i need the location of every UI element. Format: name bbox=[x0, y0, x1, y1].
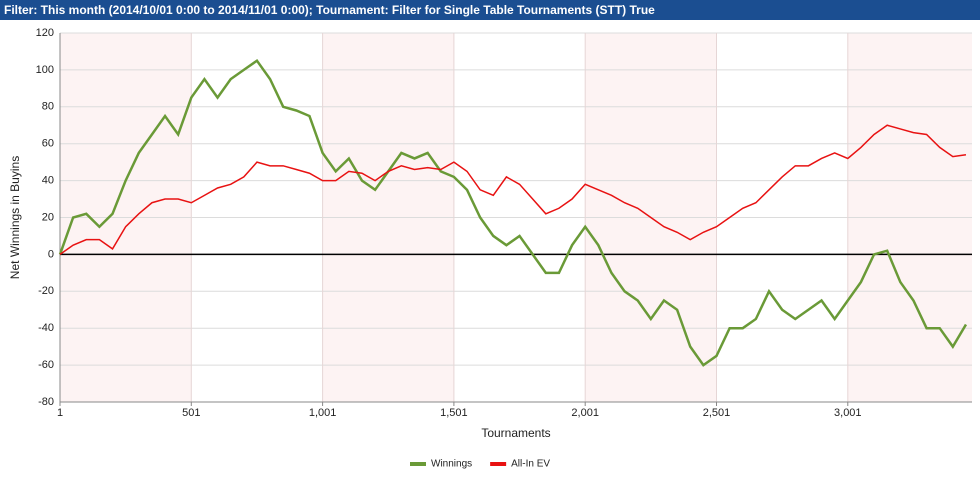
y-tick-label: 80 bbox=[42, 101, 54, 113]
legend-swatch bbox=[410, 462, 426, 466]
x-tick-label: 2,001 bbox=[571, 407, 599, 419]
legend-label: All-In EV bbox=[511, 459, 550, 470]
series-line bbox=[59, 124, 967, 256]
x-tick-label: 501 bbox=[182, 407, 200, 419]
series-line bbox=[58, 58, 968, 367]
y-tick-label: -60 bbox=[38, 359, 54, 371]
x-tick-label: 1 bbox=[57, 407, 63, 419]
x-tick-label: 3,001 bbox=[834, 407, 862, 419]
legend-label: Winnings bbox=[431, 459, 472, 470]
y-tick-label: 120 bbox=[36, 27, 54, 39]
filter-bar: Filter: This month (2014/10/01 0:00 to 2… bbox=[0, 0, 980, 20]
y-tick-label: 0 bbox=[48, 248, 54, 260]
chart: -80 -60 -40 -20 0 20 40 60 80 100 120 1 501 1,001 1,50… bbox=[8, 27, 972, 470]
y-tick-label: -20 bbox=[38, 285, 54, 297]
y-tick-label: 100 bbox=[36, 64, 54, 76]
legend-swatch bbox=[490, 462, 507, 466]
y-tick-label: 20 bbox=[42, 211, 54, 223]
x-tick-label: 2,501 bbox=[703, 407, 731, 419]
y-tick-label: -80 bbox=[38, 396, 54, 408]
x-tick-label: 1,001 bbox=[309, 407, 337, 419]
x-tick-label: 1,501 bbox=[440, 407, 468, 419]
y-axis-title: Net Winnings in Buyins bbox=[8, 156, 22, 279]
y-tick-label: 40 bbox=[42, 175, 54, 187]
x-axis-title: Tournaments bbox=[481, 426, 550, 440]
y-tick-label: -40 bbox=[38, 322, 54, 334]
y-tick-label: 60 bbox=[42, 138, 54, 150]
